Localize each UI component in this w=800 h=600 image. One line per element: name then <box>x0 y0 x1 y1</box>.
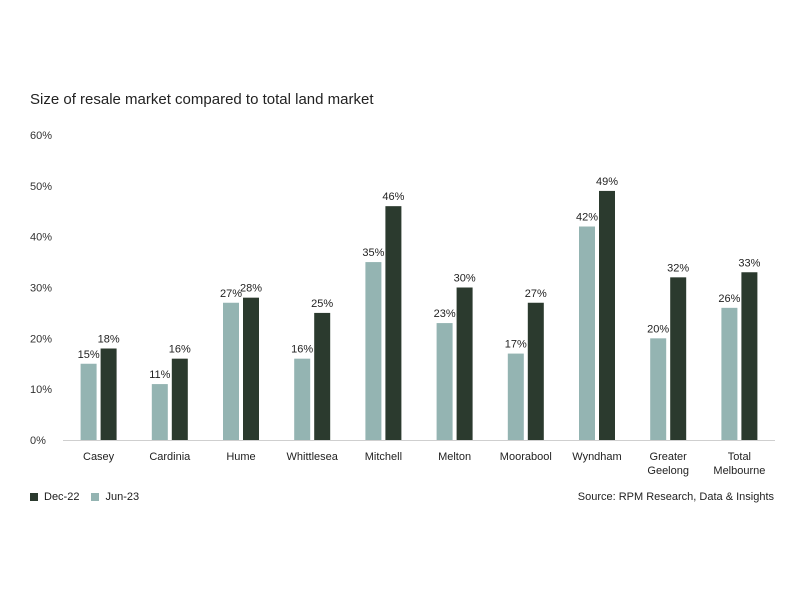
x-tick-label: Casey <box>83 451 115 463</box>
y-tick-label: 60% <box>30 130 52 142</box>
y-tick-label: 10% <box>30 384 52 396</box>
bar <box>243 297 259 440</box>
legend-swatch-jun-23 <box>91 493 100 501</box>
chart-title: Size of resale market compared to total … <box>30 91 374 108</box>
bar <box>741 272 758 440</box>
bar <box>579 226 595 440</box>
x-tick-label: Mitchell <box>365 451 402 463</box>
data-label: 28% <box>240 283 262 295</box>
legend-item-jun-23: Jun-23 <box>91 491 139 503</box>
data-label: 18% <box>98 334 120 346</box>
data-label: 16% <box>169 344 191 356</box>
data-label: 46% <box>382 191 404 203</box>
data-label: 17% <box>505 339 527 351</box>
x-tick-label: Melbourne <box>713 465 765 477</box>
data-label: 27% <box>525 288 547 300</box>
bar <box>171 358 188 440</box>
x-tick-label: Total <box>728 451 751 463</box>
x-tick-label: Wyndham <box>572 451 621 463</box>
data-label: 15% <box>78 349 100 361</box>
x-tick-label: Moorabool <box>500 451 552 463</box>
data-label: 35% <box>362 247 384 259</box>
bar <box>80 363 97 440</box>
data-label: 23% <box>434 308 456 320</box>
data-label: 30% <box>454 273 476 285</box>
data-label: 32% <box>667 262 689 274</box>
data-label: 33% <box>738 257 760 269</box>
bar <box>314 312 331 440</box>
data-label: 16% <box>291 344 313 356</box>
bar <box>721 307 738 440</box>
legend-item-dec-22: Dec-22 <box>30 491 79 503</box>
legend-label-jun-23: Jun-23 <box>105 491 140 503</box>
x-tick-label: Cardinia <box>149 451 191 463</box>
x-tick-label: Hume <box>226 451 255 463</box>
bar <box>365 262 382 440</box>
x-tick-label: Whittlesea <box>287 451 339 463</box>
y-tick-label: 0% <box>30 435 46 447</box>
y-tick-label: 40% <box>30 232 52 244</box>
bar <box>507 353 524 440</box>
bar <box>151 384 168 440</box>
y-tick-label: 50% <box>30 181 52 193</box>
bar <box>294 358 311 440</box>
data-label: 27% <box>220 288 242 300</box>
bar <box>527 302 544 440</box>
data-label: 49% <box>596 176 618 188</box>
bar <box>436 323 453 440</box>
data-label: 25% <box>311 298 333 310</box>
legend: Dec-22 Jun-23 <box>30 491 151 503</box>
legend-swatch-dec-22 <box>30 493 38 501</box>
x-tick-label: Melton <box>438 451 471 463</box>
source-note: Source: RPM Research, Data & Insights <box>577 491 774 503</box>
bar <box>223 302 239 440</box>
x-tick-label: Greater <box>650 451 688 463</box>
y-tick-label: 20% <box>30 333 52 345</box>
bar <box>456 287 473 440</box>
bar <box>670 277 687 440</box>
bar <box>650 338 667 440</box>
x-tick-label: Geelong <box>647 465 689 477</box>
data-label: 11% <box>149 369 170 381</box>
data-label: 26% <box>718 293 740 305</box>
bar <box>100 348 117 440</box>
data-label: 20% <box>647 323 669 335</box>
legend-label-dec-22: Dec-22 <box>44 491 80 503</box>
bar <box>385 206 402 440</box>
bar <box>599 190 615 440</box>
data-label: 42% <box>576 212 598 224</box>
y-tick-label: 30% <box>30 283 52 295</box>
